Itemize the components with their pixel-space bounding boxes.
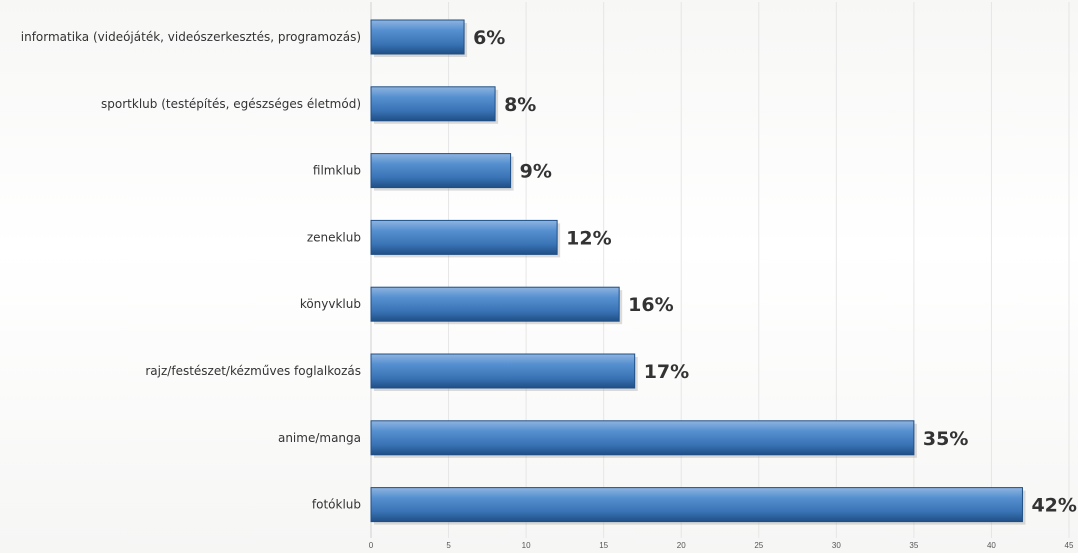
data-label: 35%: [923, 428, 968, 450]
x-tick-label: 0: [369, 541, 374, 550]
x-tick-label: 25: [754, 541, 763, 550]
category-label: sportklub (testépítés, egészséges életmó…: [101, 97, 361, 111]
category-label: könyvklub: [300, 297, 361, 311]
bar: [370, 487, 1023, 523]
x-tick-label: 15: [599, 541, 608, 550]
category-label: informatika (videójáték, videószerkeszté…: [21, 30, 361, 44]
category-label: zeneklub: [307, 230, 361, 244]
data-label: 6%: [473, 27, 505, 49]
category-label: rajz/festészet/kézműves foglalkozás: [145, 364, 361, 378]
bar: [370, 19, 465, 55]
category-label: filmklub: [313, 164, 361, 178]
category-labels: informatika (videójáték, videószerkeszté…: [21, 30, 361, 512]
data-label: 16%: [628, 294, 673, 316]
data-label: 8%: [504, 94, 536, 116]
bars: [370, 19, 1026, 525]
x-tick-label: 40: [987, 541, 996, 550]
bar: [370, 420, 915, 456]
category-label: fotóklub: [312, 498, 361, 512]
bar: [370, 219, 558, 255]
data-label: 12%: [566, 227, 611, 249]
x-tick-label: 20: [677, 541, 686, 550]
bar: [370, 86, 496, 122]
x-tick-label: 10: [522, 541, 531, 550]
x-axis-ticks: 0 5 10 15 20 25 30 35 40 45: [369, 541, 1074, 550]
data-label: 9%: [520, 161, 552, 183]
x-tick-label: 5: [446, 541, 451, 550]
x-tick-label: 30: [832, 541, 841, 550]
data-label: 17%: [644, 361, 689, 383]
data-label: 42%: [1031, 495, 1076, 517]
bar: [370, 286, 620, 322]
bar: [370, 153, 512, 189]
category-label: anime/manga: [278, 431, 361, 445]
value-labels: 6% 8% 9% 12% 16% 17% 35% 42%: [473, 27, 1077, 517]
x-tick-label: 35: [909, 541, 918, 550]
bar: [370, 353, 636, 389]
x-tick-label: 45: [1065, 541, 1074, 550]
